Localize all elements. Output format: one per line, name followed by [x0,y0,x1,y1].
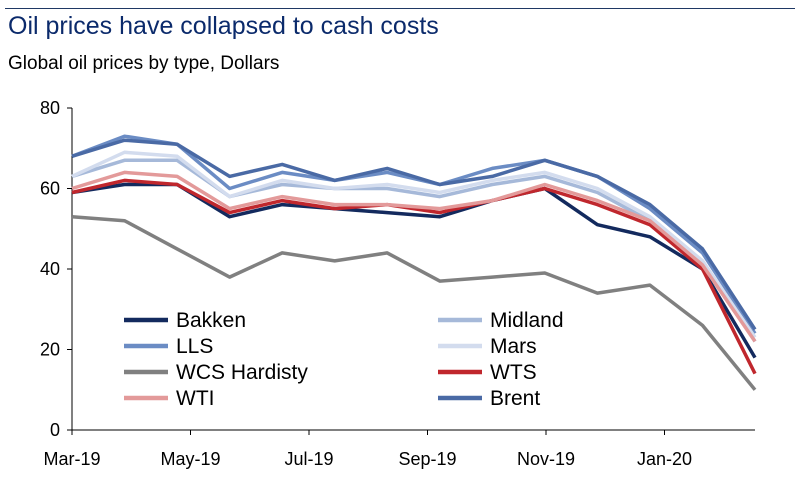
x-tick-label: Mar-19 [43,449,100,469]
legend-label: Bakken [176,309,246,332]
series-line [71,170,757,343]
y-tick-label: 60 [40,179,60,199]
y-tick-label: 20 [40,340,60,360]
y-tick-label: 0 [50,420,60,440]
y-tick-label: 40 [40,259,60,279]
header-rule [5,8,795,9]
legend-label: Midland [490,309,564,332]
x-tick-label: Nov-19 [517,449,575,469]
legend-label: Mars [490,335,537,358]
chart-series-lines [71,134,757,391]
legend-label: WCS Hardisty [176,361,308,384]
series-line [71,134,757,335]
series-line [71,138,757,331]
legend-label: Brent [490,387,540,410]
x-tick-label: Sep-19 [398,449,456,469]
series-line [71,214,757,391]
x-tick-label: Jul-19 [284,449,333,469]
y-tick-label: 80 [40,98,60,118]
series-line [71,178,757,375]
legend-label: LLS [176,335,213,358]
legend-label: WTS [490,361,537,384]
chart-title: Oil prices have collapsed to cash costs [8,12,439,40]
x-tick-label: Jan-20 [637,449,692,469]
chart-legend: Bakken Midland LLS Mars WCS Hardisty WTS WTI Br… [124,309,564,410]
x-tick-label: May-19 [160,449,220,469]
series-line [71,150,757,339]
chart-subtitle: Global oil prices by type, Dollars [8,53,280,74]
chart-axes: 0 20 40 60 80 Mar-19 May-19 Jul-19 Sep-19 Nov-19 J… [40,98,755,469]
legend-label: WTI [176,387,214,410]
